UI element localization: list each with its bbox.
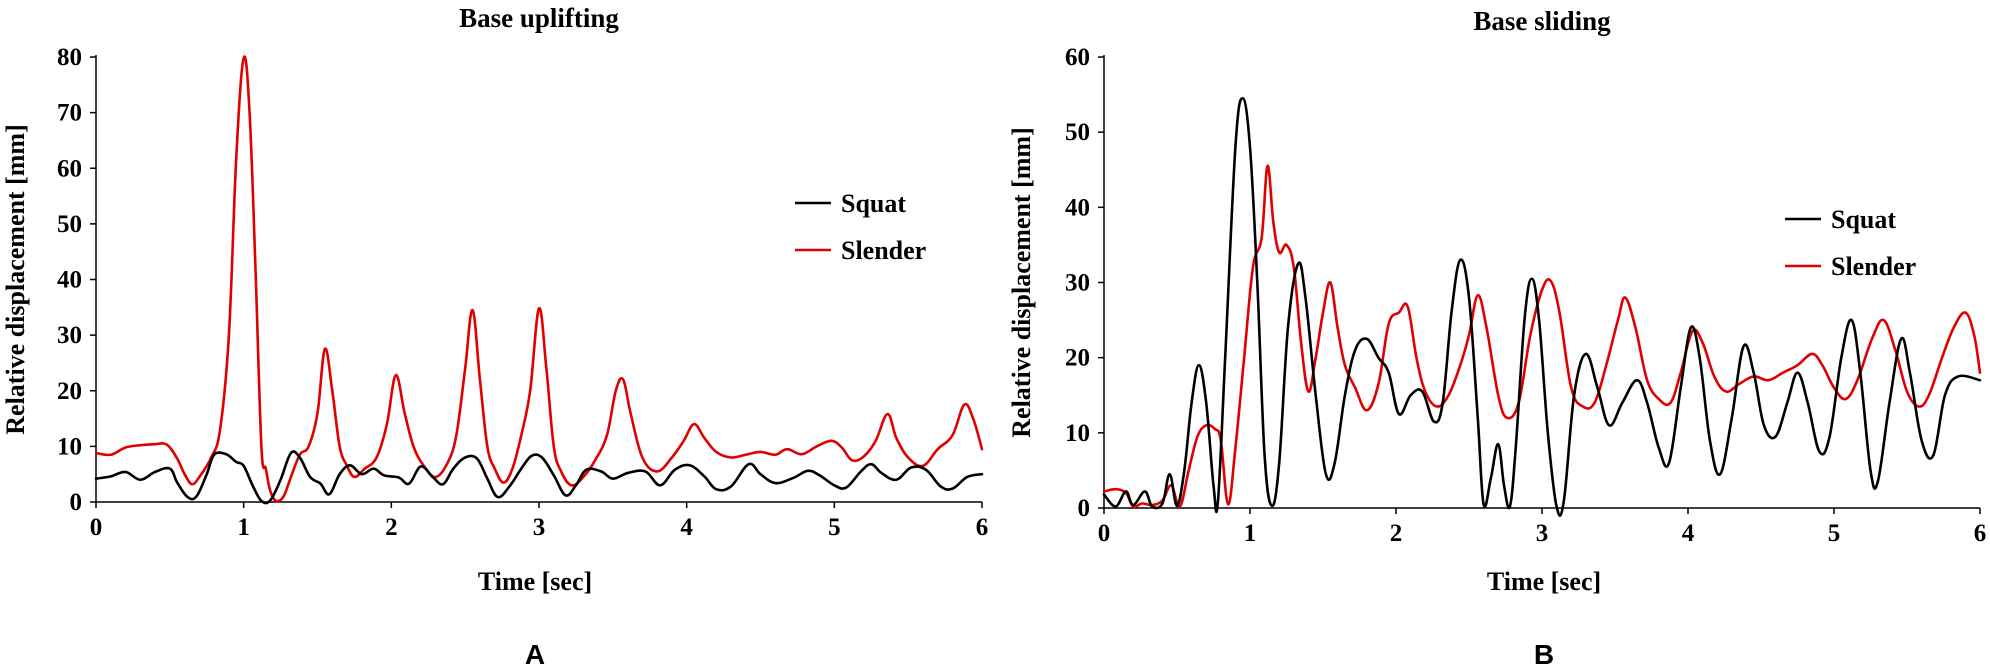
y-tick-label: 60 bbox=[1065, 44, 1090, 71]
y-axis-label: Relative displacement [mm] bbox=[1007, 127, 1036, 437]
y-tick-label: 30 bbox=[57, 322, 82, 349]
x-tick-label: 4 bbox=[1682, 520, 1695, 547]
y-tick-label: 0 bbox=[70, 489, 83, 516]
x-tick-label: 5 bbox=[828, 514, 841, 541]
legend-label-slender: Slender bbox=[1831, 252, 1916, 281]
y-tick-label: 40 bbox=[1065, 194, 1090, 221]
x-tick-label: 3 bbox=[533, 514, 546, 541]
x-tick-label: 2 bbox=[1390, 520, 1403, 547]
y-tick-label: 60 bbox=[57, 155, 82, 182]
x-tick-label: 0 bbox=[1098, 520, 1111, 547]
chart-title: Base sliding bbox=[1473, 6, 1611, 36]
y-tick-label: 50 bbox=[1065, 119, 1090, 146]
x-tick-label: 1 bbox=[237, 514, 250, 541]
legend-label-slender: Slender bbox=[841, 236, 926, 265]
x-tick-label: 5 bbox=[1828, 520, 1841, 547]
y-tick-label: 40 bbox=[57, 267, 82, 294]
y-tick-label: 0 bbox=[1078, 495, 1091, 522]
series-line-slender bbox=[1102, 164, 1982, 509]
y-tick-label: 20 bbox=[57, 378, 82, 405]
panel-b: Base sliding 0 10 20 30 40 50 60 0 1 2 3 4 5 6 Time [se… bbox=[1007, 6, 1986, 668]
y-tick-label: 30 bbox=[1065, 270, 1090, 297]
x-tick-label: 1 bbox=[1244, 520, 1257, 547]
x-tick-label: 3 bbox=[1536, 520, 1549, 547]
panel-a: Base uplifting 0 10 20 30 40 50 60 70 80 0 1 2 3 4 5 6 Ti… bbox=[1, 3, 988, 668]
y-tick-label: 10 bbox=[1065, 420, 1090, 447]
y-tick-label: 80 bbox=[57, 44, 82, 71]
series-line-squat bbox=[94, 450, 984, 505]
legend-label-squat: Squat bbox=[841, 189, 906, 218]
series-line-squat bbox=[1102, 97, 1982, 517]
panel-label: A bbox=[525, 639, 545, 668]
x-axis-label: Time [sec] bbox=[1487, 567, 1601, 596]
x-tick-label: 6 bbox=[976, 514, 989, 541]
y-axis-label: Relative displacement [mm] bbox=[1, 124, 30, 434]
series-line-slender bbox=[94, 55, 984, 503]
legend-label-squat: Squat bbox=[1831, 205, 1896, 234]
x-tick-label: 4 bbox=[680, 514, 693, 541]
y-tick-label: 20 bbox=[1065, 345, 1090, 372]
y-tick-label: 70 bbox=[57, 100, 82, 127]
panel-label: B bbox=[1534, 639, 1554, 668]
x-tick-label: 0 bbox=[90, 514, 103, 541]
chart-title: Base uplifting bbox=[459, 3, 619, 33]
x-tick-label: 2 bbox=[385, 514, 398, 541]
y-tick-label: 10 bbox=[57, 433, 82, 460]
x-tick-label: 6 bbox=[1974, 520, 1987, 547]
y-tick-label: 50 bbox=[57, 211, 82, 238]
x-axis-label: Time [sec] bbox=[478, 567, 592, 596]
